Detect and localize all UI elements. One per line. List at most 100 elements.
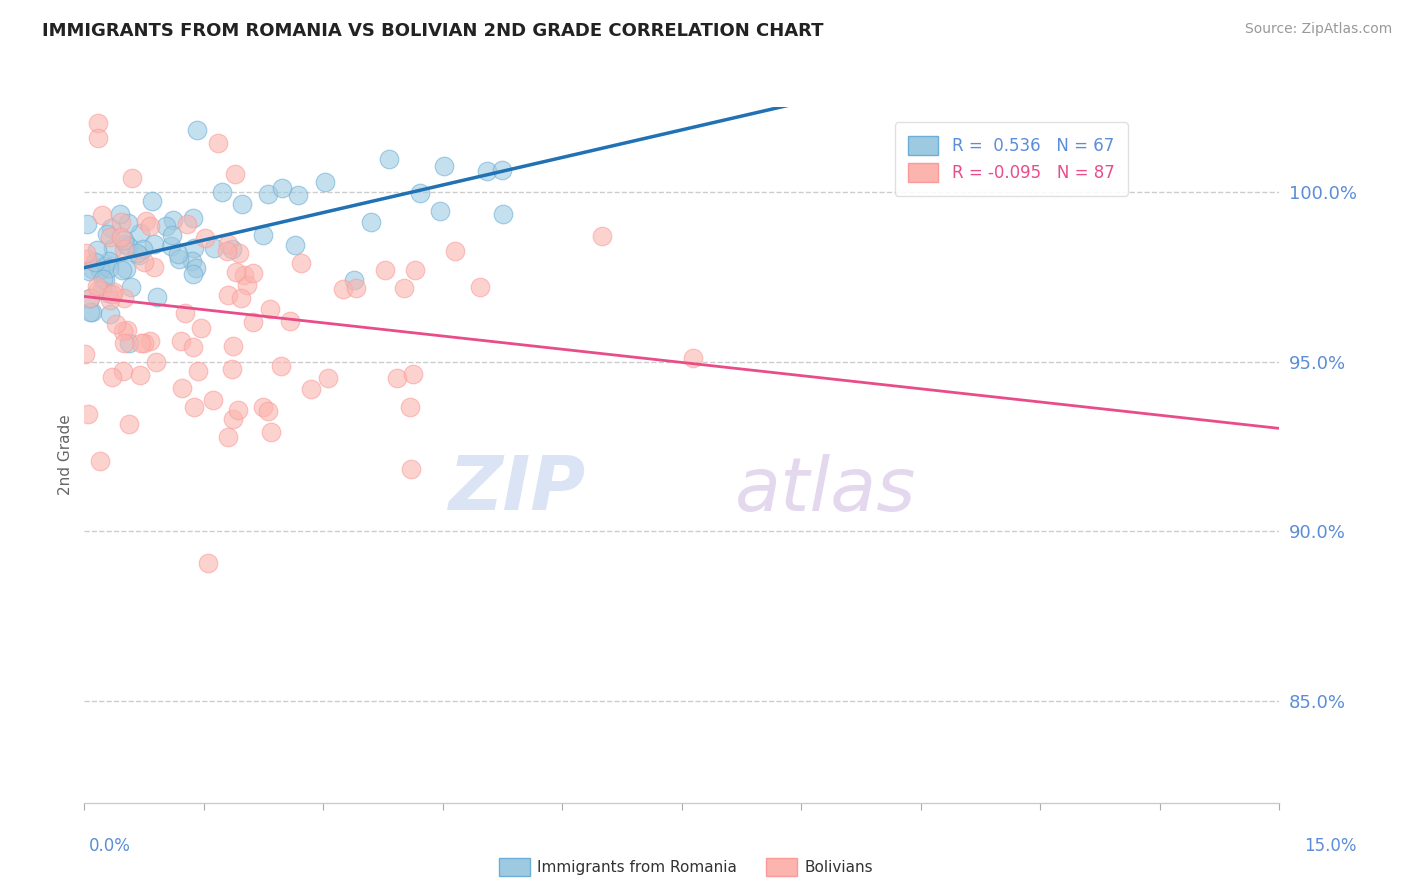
Point [87,283,110,297]
Point [87,115,110,129]
Point [201,392,224,407]
Point [259,301,281,316]
Point [374,263,396,277]
Point [408,186,430,201]
Point [112,364,135,378]
Point [224,167,246,181]
Point [186,261,208,276]
Point [97,261,120,276]
Point [226,403,249,417]
Text: ZIP: ZIP [449,453,586,526]
Point [186,123,208,137]
Point [284,238,307,252]
Point [160,228,183,243]
Text: 0.0%: 0.0% [89,837,131,855]
Point [76,217,98,231]
Point [187,364,209,378]
Point [429,203,451,218]
Point [100,221,122,235]
Point [252,228,274,243]
Legend: R =  0.536   N = 67, R = -0.095   N = 87: R = 0.536 N = 67, R = -0.095 N = 87 [896,122,1128,196]
Point [97,254,120,268]
Point [100,307,122,321]
Point [233,268,256,283]
Point [392,281,415,295]
Point [591,229,613,244]
Point [146,289,169,303]
Point [114,237,136,252]
Point [242,315,264,329]
Point [112,292,135,306]
Point [290,256,312,270]
Point [117,216,139,230]
Point [211,185,233,199]
Point [117,417,139,431]
Point [79,291,101,305]
Point [82,261,104,276]
Point [314,175,336,189]
Point [91,272,114,286]
Point [111,263,134,277]
Point [108,207,131,221]
Point [433,159,456,173]
Point [162,213,184,227]
Point [217,287,239,301]
Point [89,263,111,277]
Point [378,153,401,167]
Point [118,335,141,350]
Point [89,454,111,468]
Point [257,187,280,202]
Point [101,241,124,255]
Point [252,401,274,415]
Point [229,291,252,305]
Point [98,230,121,244]
Point [444,244,467,259]
Point [228,245,250,260]
Point [221,242,243,256]
Point [344,281,367,295]
Point [682,351,704,365]
Point [93,273,115,287]
Point [332,281,354,295]
Point [135,214,157,228]
Point [399,400,422,414]
Point [183,242,205,256]
Point [112,324,135,338]
Point [115,323,138,337]
Point [101,286,124,301]
Point [207,136,229,151]
Point [401,367,423,381]
Point [470,280,492,294]
Point [77,407,100,421]
Point [181,267,204,281]
Point [76,252,98,266]
Text: Bolivians: Bolivians [804,860,873,874]
Point [342,273,364,287]
Point [491,162,513,177]
Point [183,211,205,225]
Text: 15.0%: 15.0% [1305,837,1357,855]
Point [97,286,120,301]
Point [110,215,132,229]
Point [139,334,162,349]
Point [91,283,114,297]
Point [242,266,264,280]
Point [197,556,219,570]
Point [134,254,156,268]
Point [75,246,97,260]
Point [194,231,217,245]
Point [128,248,150,262]
Point [80,305,103,319]
Point [167,252,190,266]
Point [181,340,204,354]
Point [128,368,150,382]
Point [190,321,212,335]
Point [477,164,499,178]
Point [183,400,205,414]
Point [87,130,110,145]
Point [94,0,117,10]
Point [404,262,426,277]
Point [103,285,125,300]
Point [222,412,245,426]
Y-axis label: 2nd Grade: 2nd Grade [58,415,73,495]
